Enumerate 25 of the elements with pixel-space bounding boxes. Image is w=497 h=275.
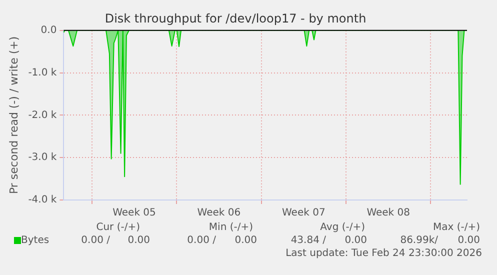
x-tick-label: Week 06 — [197, 208, 241, 219]
chart-title: Disk throughput for /dev/loop17 - by month — [104, 11, 366, 26]
text: Cur (-/+) — [96, 222, 140, 233]
text: Max (-/+) — [432, 222, 480, 233]
x-tick-label: Week 08 — [366, 208, 410, 219]
y-tick-label: -2.0 k — [28, 110, 57, 121]
y-tick-label: -1.0 k — [28, 67, 57, 78]
y-axis-title: Pr second read (-) / write (+) — [7, 36, 20, 194]
legend-label: Bytes — [21, 235, 50, 246]
text: Avg (-/+) — [320, 222, 365, 233]
text: 0.00 / — [187, 235, 216, 246]
text: 0.00 — [234, 235, 257, 246]
x-tick-label: Week 07 — [282, 208, 326, 219]
text: 0.00 — [344, 235, 367, 246]
text: 0.00 — [128, 235, 150, 246]
y-tick-label: 0.0 — [40, 24, 57, 36]
text: Min (-/+) — [208, 222, 253, 233]
y-tick-label: -4.0 k — [28, 194, 57, 206]
text: 0.00 / — [81, 235, 110, 246]
y-tick-label: -3.0 k — [28, 152, 57, 164]
text: 86.99k/ — [400, 235, 438, 246]
text: 0.00 — [458, 235, 480, 246]
x-tick-label: Week 05 — [112, 208, 156, 219]
text: 43.84 / — [290, 235, 326, 246]
text: Last update: Tue Feb 24 23:30:00 2026 — [286, 248, 482, 259]
